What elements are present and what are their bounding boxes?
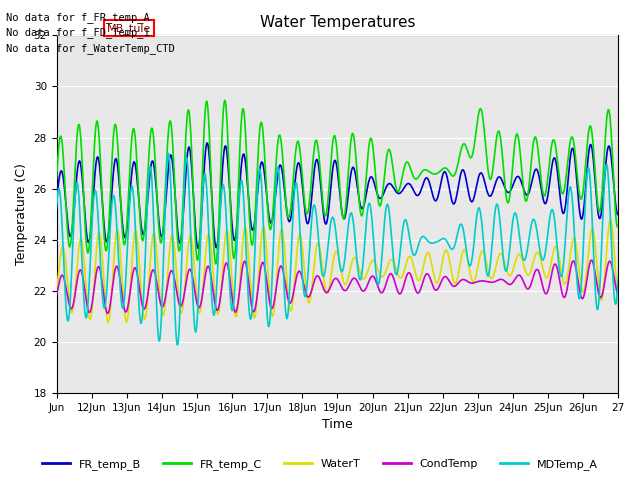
CondTemp [495, 277, 503, 283]
FR_temp_B [312, 160, 319, 166]
MDTemp_A [614, 274, 622, 279]
MDTemp_A [598, 225, 606, 231]
WaterT [495, 252, 503, 258]
MDTemp_A [164, 150, 172, 156]
MDTemp_A [326, 223, 334, 228]
Title: Water Temperatures: Water Temperatures [260, 15, 415, 30]
Y-axis label: Temperature (C): Temperature (C) [15, 163, 28, 265]
FR_temp_C [598, 185, 606, 191]
FR_temp_C [312, 139, 319, 144]
FR_temp_B [195, 245, 202, 251]
Line: WaterT: WaterT [56, 220, 618, 323]
CondTemp [326, 285, 334, 291]
CondTemp [599, 290, 607, 296]
FR_temp_B [598, 202, 606, 207]
FR_temp_B [81, 215, 89, 221]
FR_temp_B [599, 199, 607, 204]
FR_temp_C [614, 222, 622, 228]
CondTemp [614, 292, 622, 298]
WaterT [311, 253, 319, 259]
Line: CondTemp: CondTemp [56, 260, 618, 313]
FR_temp_C [495, 130, 503, 135]
Line: MDTemp_A: MDTemp_A [56, 153, 618, 345]
FR_temp_C [599, 180, 607, 186]
CondTemp [311, 276, 319, 282]
Text: No data for f_FD_Temp_1: No data for f_FD_Temp_1 [6, 27, 150, 38]
CondTemp [588, 257, 595, 263]
MDTemp_A [52, 205, 60, 211]
MDTemp_A [81, 312, 89, 318]
MDTemp_A [173, 342, 181, 348]
FR_temp_C [221, 97, 228, 103]
Text: MB_tule: MB_tule [107, 23, 152, 34]
WaterT [81, 272, 89, 278]
Text: No data for f_FR_temp_A: No data for f_FR_temp_A [6, 12, 150, 23]
MDTemp_A [599, 218, 607, 224]
MDTemp_A [495, 214, 503, 220]
CondTemp [104, 311, 111, 316]
X-axis label: Time: Time [322, 419, 353, 432]
CondTemp [81, 290, 89, 296]
WaterT [598, 296, 606, 302]
CondTemp [598, 291, 606, 297]
FR_temp_B [204, 140, 211, 146]
WaterT [607, 217, 614, 223]
WaterT [614, 300, 622, 306]
FR_temp_B [52, 199, 60, 204]
FR_temp_B [495, 174, 503, 180]
CondTemp [52, 292, 60, 298]
FR_temp_B [614, 212, 622, 217]
Text: No data for f_WaterTemp_CTD: No data for f_WaterTemp_CTD [6, 43, 175, 54]
WaterT [326, 280, 334, 286]
MDTemp_A [312, 205, 319, 211]
WaterT [104, 320, 112, 325]
WaterT [52, 288, 60, 294]
FR_temp_C [212, 261, 220, 267]
FR_temp_B [326, 190, 334, 196]
Line: FR_temp_C: FR_temp_C [56, 100, 618, 264]
FR_temp_C [81, 224, 89, 229]
FR_temp_C [326, 168, 334, 174]
Line: FR_temp_B: FR_temp_B [56, 143, 618, 248]
FR_temp_C [52, 176, 60, 182]
Legend: FR_temp_B, FR_temp_C, WaterT, CondTemp, MDTemp_A: FR_temp_B, FR_temp_C, WaterT, CondTemp, … [38, 455, 602, 474]
WaterT [598, 295, 606, 301]
